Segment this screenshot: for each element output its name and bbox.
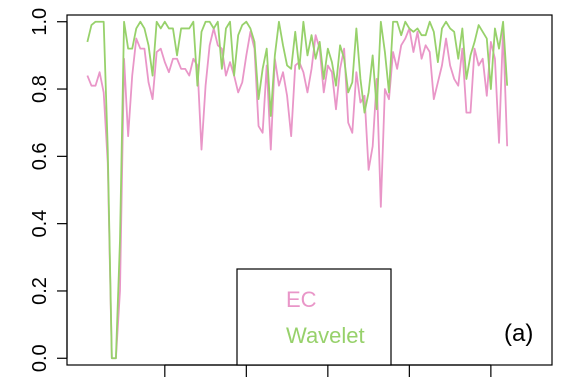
series-layer: [86, 20, 509, 360]
series-line-ec: [86, 27, 509, 360]
y-tick-label: 0.6: [29, 142, 51, 170]
legend: EC Wavelet: [236, 268, 392, 366]
y-tick-label: 0.2: [29, 277, 51, 305]
x-axis: [164, 364, 492, 377]
y-tick-label: 1.0: [29, 8, 51, 36]
legend-box: [236, 268, 392, 366]
y-axis: 0.0 0.2 0.4 0.6 0.8 1.0: [29, 8, 68, 372]
legend-label-ec: EC: [286, 287, 317, 312]
y-tick-label: 0.0: [29, 344, 51, 372]
panel-label: (a): [504, 320, 533, 347]
series-line-wavelet: [86, 20, 509, 360]
y-tick-label: 0.4: [29, 210, 51, 238]
y-tick-label: 0.8: [29, 75, 51, 103]
legend-label-wavelet: Wavelet: [286, 323, 365, 348]
